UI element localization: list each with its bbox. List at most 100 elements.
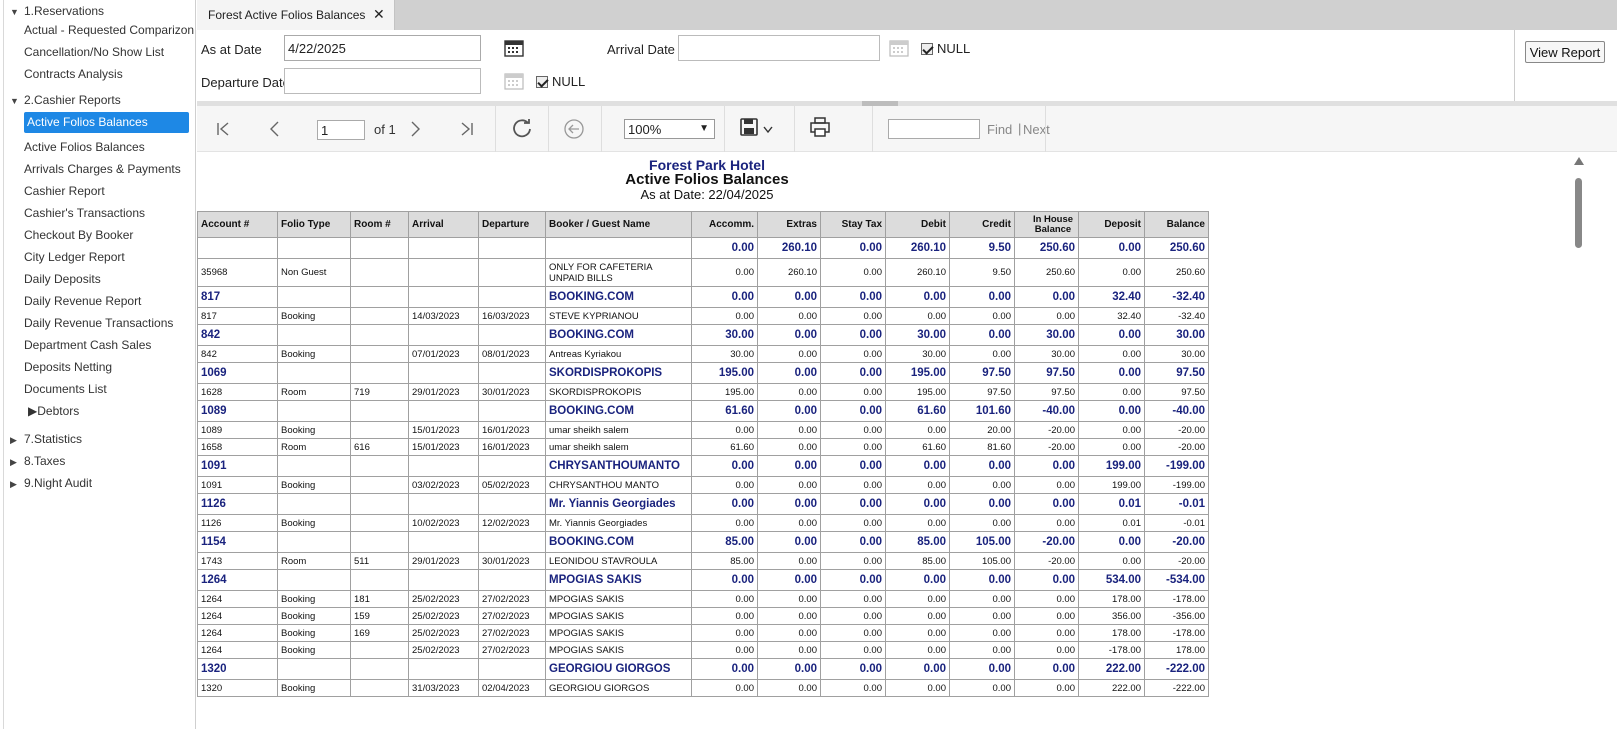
table-cell: -20.00 — [1144, 421, 1209, 439]
nav-item-daily-revenue-transactions[interactable]: Daily Revenue Transactions — [24, 316, 174, 330]
table-cell — [408, 286, 479, 308]
table-cell: 25/02/2023 — [408, 590, 479, 608]
table-cell — [478, 531, 546, 553]
report-parameters: As at Date Arrival Date NULL Departure D… — [197, 30, 1617, 102]
next-page-icon[interactable] — [407, 121, 423, 137]
table-cell — [408, 493, 479, 515]
nav-item-daily-deposits[interactable]: Daily Deposits — [24, 272, 101, 286]
calendar-icon-disabled[interactable] — [504, 72, 524, 90]
table-cell: MPOGIAS SAKIS — [545, 607, 692, 625]
nav-item-deposits-netting[interactable]: Deposits Netting — [24, 360, 113, 374]
close-tab-icon[interactable]: ✕ — [373, 6, 385, 22]
group-total-row: 1126 Mr. Yiannis Georgiades 0.00 0.00 0.00 0.… — [197, 493, 1209, 515]
table-cell: 97.50 — [1144, 383, 1209, 401]
table-cell: 05/02/2023 — [478, 476, 546, 494]
table-cell: 32.40 — [1078, 307, 1145, 325]
nav-item-city-ledger[interactable]: City Ledger Report — [24, 250, 125, 264]
table-cell: 85.00 — [885, 531, 950, 553]
parameters-splitter[interactable] — [197, 101, 1617, 106]
view-report-button[interactable]: View Report — [1525, 41, 1605, 63]
checkbox-checked-icon — [536, 76, 548, 88]
table-cell — [408, 324, 479, 346]
chevron-down-icon[interactable] — [763, 126, 773, 134]
nav-item-documents-list[interactable]: Documents List — [24, 382, 107, 396]
find-separator: | — [1018, 121, 1022, 136]
nav-group-taxes[interactable]: ▶ 8.Taxes — [10, 454, 66, 468]
nav-group-night-audit[interactable]: ▶ 9.Night Audit — [10, 476, 93, 490]
nav-item-active-folios-balances[interactable]: Active Folios Balances — [24, 140, 145, 154]
nav-item-daily-revenue-report[interactable]: Daily Revenue Report — [24, 294, 142, 308]
nav-group-reservations[interactable]: ▼ 1.Reservations — [10, 4, 105, 18]
zoom-select[interactable]: 100% ▼ — [624, 119, 715, 139]
last-page-icon[interactable] — [459, 121, 475, 137]
tab-forest-active-folios[interactable]: Forest Active Folios Balances ✕ — [197, 0, 395, 30]
table-cell: 0.00 — [757, 476, 821, 494]
table-cell — [277, 455, 351, 477]
nav-item-department-cash-sales[interactable]: Department Cash Sales — [24, 338, 152, 352]
back-icon[interactable] — [563, 118, 585, 140]
scrollbar-thumb[interactable] — [1575, 178, 1582, 248]
table-cell — [350, 569, 409, 591]
nav-group-cashier-reports[interactable]: ▼ 2.Cashier Reports — [10, 93, 121, 107]
table-cell: 85.00 — [691, 531, 758, 553]
table-cell: 0.00 — [949, 641, 1015, 659]
table-cell: 0.00 — [1014, 641, 1079, 659]
first-page-icon[interactable] — [215, 121, 231, 137]
table-cell: 30.00 — [1144, 345, 1209, 363]
next-link[interactable]: Next — [1023, 122, 1050, 137]
table-cell: 0.00 — [820, 569, 886, 591]
nav-item-cashiers-transactions[interactable]: Cashier's Transactions — [24, 206, 146, 220]
table-cell — [277, 237, 351, 259]
page-number-input[interactable] — [317, 120, 365, 140]
table-cell: 0.00 — [1014, 514, 1079, 532]
find-text-input[interactable] — [888, 119, 980, 139]
collapse-handle[interactable] — [862, 101, 898, 106]
departure-date-input[interactable] — [284, 68, 481, 94]
expanded-triangle-icon: ▼ — [10, 7, 19, 17]
table-cell: 9.50 — [949, 237, 1015, 259]
group-total-row: 1089 BOOKING.COM 61.60 0.00 0.00 61.60 101.60-… — [197, 400, 1209, 422]
table-cell: 0.00 — [1078, 362, 1145, 384]
table-cell: -178.00 — [1144, 624, 1209, 642]
table-cell — [277, 400, 351, 422]
nav-item-cashier-report[interactable]: Cashier Report — [24, 184, 105, 198]
table-cell — [408, 455, 479, 477]
calendar-icon[interactable] — [504, 39, 524, 57]
previous-page-icon[interactable] — [267, 121, 283, 137]
nav-group-statistics[interactable]: ▶ 7.Statistics — [10, 432, 83, 446]
calendar-icon-disabled[interactable] — [889, 39, 909, 57]
nav-item-arrivals-charges[interactable]: Arrivals Charges & Payments — [24, 162, 181, 176]
table-cell: 0.00 — [1078, 552, 1145, 570]
table-cell: 0.00 — [691, 607, 758, 625]
arrival-date-input[interactable] — [678, 35, 880, 61]
nav-item-cancellation[interactable]: Cancellation/No Show List — [24, 45, 165, 59]
refresh-icon[interactable] — [511, 118, 533, 140]
table-cell: 0.00 — [885, 514, 950, 532]
departure-null-checkbox[interactable]: NULL — [536, 74, 585, 89]
find-link[interactable]: Find — [987, 122, 1013, 137]
table-cell: 0.00 — [885, 607, 950, 625]
nav-item-contracts-analysis[interactable]: Contracts Analysis — [24, 67, 123, 81]
report-scrollbar[interactable] — [1572, 153, 1586, 729]
as-at-date-input[interactable] — [284, 35, 481, 61]
table-cell: Non Guest — [277, 258, 351, 287]
col-debit: Debit — [885, 211, 950, 238]
table-cell: 30.00 — [1014, 324, 1079, 346]
scroll-up-icon[interactable] — [1574, 157, 1584, 165]
nav-item-actual-requested[interactable]: Actual - Requested Comparizon — [24, 23, 195, 37]
save-export-icon[interactable] — [740, 118, 758, 136]
table-cell: 0.00 — [691, 514, 758, 532]
print-icon[interactable] — [810, 117, 830, 137]
table-cell: 1320 — [197, 658, 278, 680]
table-cell: 20.00 — [949, 421, 1015, 439]
table-cell: 30/01/2023 — [478, 383, 546, 401]
nav-item-checkout-by-booker[interactable]: Checkout By Booker — [24, 228, 134, 242]
table-cell: 0.00 — [885, 286, 950, 308]
arrival-null-checkbox[interactable]: NULL — [921, 41, 970, 56]
nav-group-debtors[interactable]: ▶Debtors — [28, 404, 80, 418]
table-cell: Room — [277, 438, 351, 456]
nav-item-active-folios-selected[interactable]: Active Folios Balances — [24, 112, 189, 133]
table-cell: 0.00 — [820, 455, 886, 477]
toolbar-separator — [872, 106, 873, 152]
table-cell: -199.00 — [1144, 455, 1209, 477]
